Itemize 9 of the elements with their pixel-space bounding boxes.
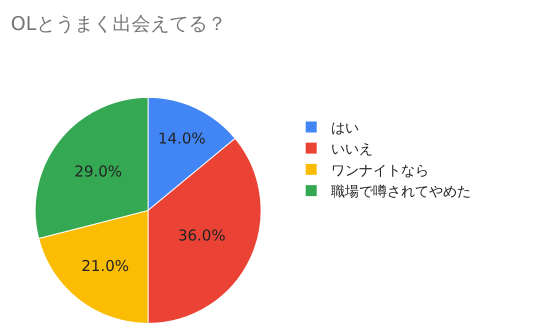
legend-label: 職場で噂されてやめた bbox=[331, 184, 472, 200]
chart-title: OLとうまく出会えてる？ bbox=[10, 13, 226, 35]
data-label: 14.0% bbox=[158, 130, 206, 148]
legend-label: ワンナイトなら bbox=[331, 162, 430, 179]
data-label: 36.0% bbox=[178, 226, 226, 245]
legend-label: はい bbox=[331, 120, 360, 136]
data-label: 21.0% bbox=[81, 256, 129, 275]
data-label: 29.0% bbox=[74, 162, 122, 181]
legend-label: いいえ bbox=[331, 142, 374, 158]
